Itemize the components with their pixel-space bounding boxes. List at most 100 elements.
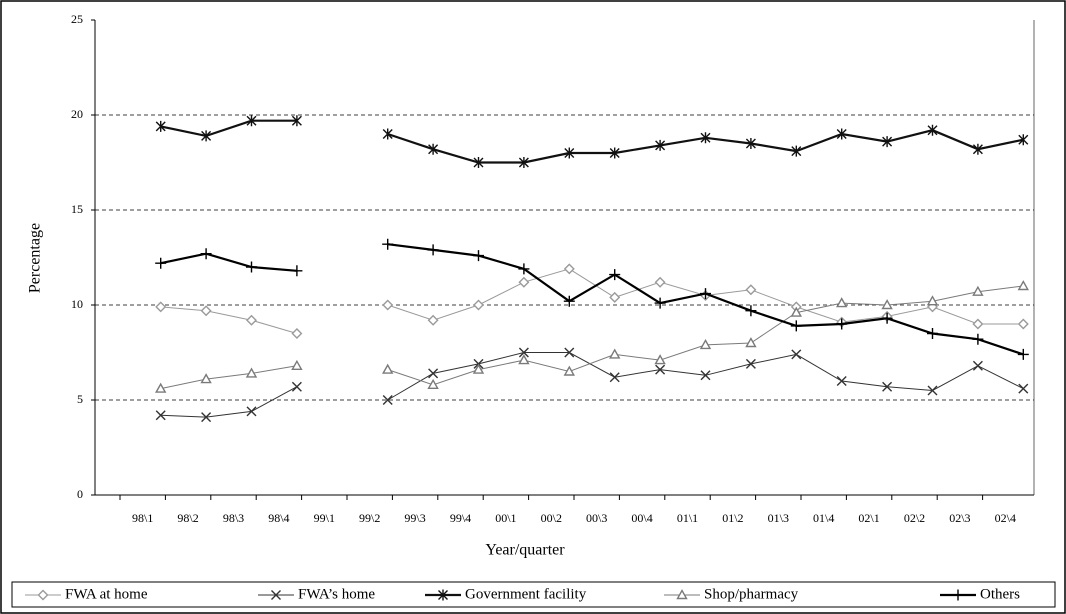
data-point [427, 244, 439, 256]
data-point [745, 337, 757, 348]
data-point [382, 363, 394, 374]
data-point [882, 381, 893, 392]
legend-marker [952, 589, 964, 601]
data-point [972, 285, 984, 296]
data-point [881, 299, 893, 310]
data-point [745, 284, 757, 296]
data-point [201, 130, 212, 142]
data-point [1018, 383, 1029, 394]
data-point [564, 347, 575, 358]
data-point [382, 395, 393, 405]
data-point [563, 263, 575, 275]
legend-marker [37, 589, 49, 601]
legend-label: Government facility [465, 586, 587, 602]
data-point [473, 157, 484, 168]
data-point [927, 124, 938, 136]
data-point [972, 333, 984, 345]
x-tick-label: 02\2 [904, 511, 925, 525]
data-point [200, 305, 212, 317]
data-point [609, 372, 620, 383]
data-point [972, 318, 984, 330]
data-point [836, 376, 847, 386]
data-point [155, 120, 166, 132]
legend-label: Shop/pharmacy [704, 586, 799, 602]
data-point [518, 347, 529, 358]
data-point [518, 263, 530, 275]
x-tick-label: 01\3 [768, 511, 789, 525]
data-point [836, 318, 848, 330]
data-point [382, 128, 393, 140]
x-tick-label: 00\2 [541, 511, 562, 525]
data-point [881, 312, 893, 324]
data-point [609, 269, 621, 281]
data-point [246, 261, 257, 273]
legend-label: FWA at home [65, 586, 148, 602]
legend-label: FWA’s home [298, 586, 375, 602]
data-point [745, 305, 757, 317]
data-point [927, 385, 938, 396]
data-point [1017, 280, 1029, 291]
data-point [472, 363, 485, 374]
data-point [382, 238, 394, 250]
data-point [700, 132, 711, 144]
data-point [790, 320, 802, 332]
data-point [473, 299, 484, 311]
data-point [291, 265, 303, 277]
data-point [1017, 348, 1029, 360]
data-point [972, 360, 983, 371]
data-point [518, 354, 530, 365]
x-tick-label: 02\1 [858, 511, 879, 525]
data-point [291, 115, 302, 127]
y-tick-label: 5 [77, 392, 83, 406]
data-point [473, 250, 484, 262]
data-point [246, 406, 257, 417]
data-point [518, 276, 530, 288]
x-tick-label: 98\2 [177, 511, 198, 525]
data-point [428, 368, 439, 379]
data-point [155, 382, 167, 393]
data-point [155, 410, 166, 421]
data-point [1017, 318, 1029, 330]
data-point [882, 136, 893, 148]
data-point [246, 115, 257, 127]
data-point [745, 358, 756, 369]
x-tick-label: 98\1 [132, 511, 153, 525]
y-tick-label: 0 [77, 487, 83, 501]
data-point [427, 378, 439, 389]
data-point [245, 367, 258, 378]
legend-marker [438, 589, 448, 601]
x-tick-label: 99\3 [404, 511, 425, 525]
x-tick-label: 98\4 [268, 511, 289, 525]
data-point [654, 276, 666, 288]
data-point [790, 306, 802, 317]
x-tick-label: 99\2 [359, 511, 380, 525]
data-point [563, 365, 575, 376]
data-point [563, 295, 575, 307]
data-point [654, 297, 666, 309]
y-tick-label: 25 [71, 12, 83, 26]
x-tick-label: 98\3 [223, 511, 244, 525]
x-tick-label: 99\1 [314, 511, 335, 525]
x-tick-label: 02\4 [995, 511, 1016, 525]
data-point [745, 138, 756, 149]
legend-marker [676, 589, 688, 600]
data-point [926, 295, 939, 306]
data-point [428, 143, 439, 155]
x-tick-label: 00\3 [586, 511, 607, 525]
data-point [291, 359, 303, 370]
data-point [654, 354, 666, 365]
x-tick-label: 02\3 [949, 511, 970, 525]
legend-marker [271, 590, 281, 600]
data-point [427, 314, 439, 326]
data-point [200, 373, 212, 384]
data-point [291, 381, 302, 392]
data-point [564, 147, 575, 159]
data-point [927, 328, 938, 339]
data-point [609, 348, 621, 359]
data-point [699, 338, 712, 350]
data-point [700, 288, 711, 300]
data-point [201, 412, 212, 423]
y-tick-label: 10 [71, 297, 83, 311]
data-point [791, 349, 802, 360]
